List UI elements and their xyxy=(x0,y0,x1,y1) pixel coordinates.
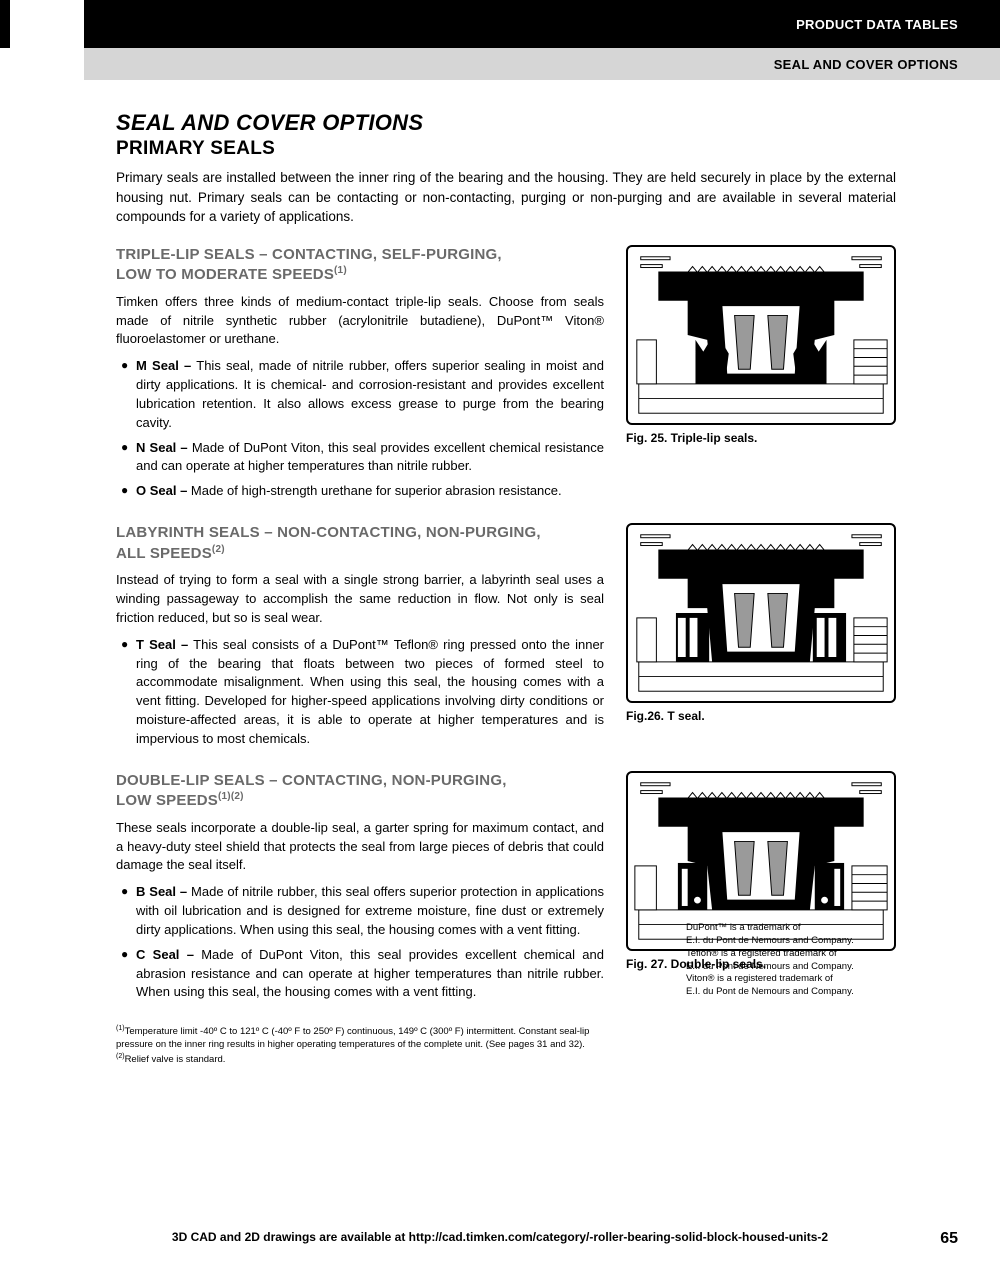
double-body: These seals incorporate a double-lip sea… xyxy=(116,819,604,876)
list-item: T Seal – This seal consists of a DuPont™… xyxy=(116,636,604,749)
intro-paragraph: Primary seals are installed between the … xyxy=(116,168,896,227)
labyrinth-bullets: T Seal – This seal consists of a DuPont™… xyxy=(116,636,604,749)
section-triple-lip: TRIPLE-LIP SEALS – CONTACTING, SELF-PURG… xyxy=(116,245,896,511)
labyrinth-heading-l2: ALL SPEEDS xyxy=(116,545,212,562)
list-item: B Seal – Made of nitrile rubber, this se… xyxy=(116,883,604,940)
seal-text: Made of DuPont Viton, this seal provides… xyxy=(136,440,604,474)
seal-text: This seal consists of a DuPont™ Teflon® … xyxy=(136,637,604,746)
triple-bullets: M Seal – This seal, made of nitrile rubb… xyxy=(116,357,604,501)
seal-name: B Seal – xyxy=(136,884,187,899)
fig25-caption: Fig. 25. Triple-lip seals. xyxy=(626,431,896,445)
footnote-1: Temperature limit -40º C to 121º C (-40º… xyxy=(116,1026,589,1050)
header-grey-text: SEAL AND COVER OPTIONS xyxy=(774,57,958,72)
triple-heading-l2: LOW TO MODERATE SPEEDS xyxy=(116,266,334,283)
double-heading: DOUBLE-LIP SEALS – CONTACTING, NON-PURGI… xyxy=(116,771,604,811)
list-item: O Seal – Made of high-strength urethane … xyxy=(116,482,604,501)
double-heading-l1: DOUBLE-LIP SEALS – CONTACTING, NON-PURGI… xyxy=(116,772,507,789)
labyrinth-heading-sup: (2) xyxy=(212,544,225,555)
figure-25 xyxy=(626,245,896,425)
seal-name: N Seal – xyxy=(136,440,188,455)
labyrinth-body: Instead of trying to form a seal with a … xyxy=(116,571,604,628)
seal-name: C Seal – xyxy=(136,947,194,962)
header-black-band: PRODUCT DATA TABLES xyxy=(84,0,1000,48)
footnotes: (1)Temperature limit -40º C to 121º C (-… xyxy=(116,1024,626,1067)
triple-body: Timken offers three kinds of medium-cont… xyxy=(116,293,604,350)
header-grey-band: SEAL AND COVER OPTIONS xyxy=(84,48,1000,80)
trademark-text: DuPont™ is a trademark of E.I. du Pont d… xyxy=(686,922,896,999)
figure-26 xyxy=(626,523,896,703)
double-bullets: B Seal – Made of nitrile rubber, this se… xyxy=(116,883,604,1002)
seal-text: Made of DuPont Viton, this seal provides… xyxy=(136,947,604,1000)
seal-name: O Seal – xyxy=(136,483,187,498)
list-item: N Seal – Made of DuPont Viton, this seal… xyxy=(116,439,604,477)
seal-text: This seal, made of nitrile rubber, offer… xyxy=(136,358,604,430)
list-item: M Seal – This seal, made of nitrile rubb… xyxy=(116,357,604,432)
labyrinth-heading-l1: LABYRINTH SEALS – NON-CONTACTING, NON-PU… xyxy=(116,524,541,541)
left-margin-band xyxy=(0,0,10,48)
page-number: 65 xyxy=(940,1230,958,1248)
seal-name: T Seal – xyxy=(136,637,188,652)
fig26-caption: Fig.26. T seal. xyxy=(626,709,896,723)
triple-heading-sup: (1) xyxy=(334,265,347,276)
header-black-text: PRODUCT DATA TABLES xyxy=(796,17,958,32)
main-title: SEAL AND COVER OPTIONS xyxy=(116,110,896,136)
sub-title: PRIMARY SEALS xyxy=(116,138,896,160)
seal-name: M Seal – xyxy=(136,358,191,373)
triple-heading-l1: TRIPLE-LIP SEALS – CONTACTING, SELF-PURG… xyxy=(116,246,502,263)
seal-text: Made of high-strength urethane for super… xyxy=(187,483,561,498)
seal-text: Made of nitrile rubber, this seal offers… xyxy=(136,884,604,937)
content-area: SEAL AND COVER OPTIONS PRIMARY SEALS Pri… xyxy=(116,110,896,1067)
trademark-block: DuPont™ is a trademark of E.I. du Pont d… xyxy=(686,922,896,999)
double-heading-sup: (1)(2) xyxy=(218,791,244,802)
list-item: C Seal – Made of DuPont Viton, this seal… xyxy=(116,946,604,1003)
page-footer: 3D CAD and 2D drawings are available at … xyxy=(0,1230,1000,1244)
section-labyrinth: LABYRINTH SEALS – NON-CONTACTING, NON-PU… xyxy=(116,523,896,759)
double-heading-l2: LOW SPEEDS xyxy=(116,792,218,809)
labyrinth-heading: LABYRINTH SEALS – NON-CONTACTING, NON-PU… xyxy=(116,523,604,563)
footer-text: 3D CAD and 2D drawings are available at … xyxy=(172,1230,828,1244)
triple-heading: TRIPLE-LIP SEALS – CONTACTING, SELF-PURG… xyxy=(116,245,604,285)
footnote-2: Relief valve is standard. xyxy=(125,1054,226,1065)
